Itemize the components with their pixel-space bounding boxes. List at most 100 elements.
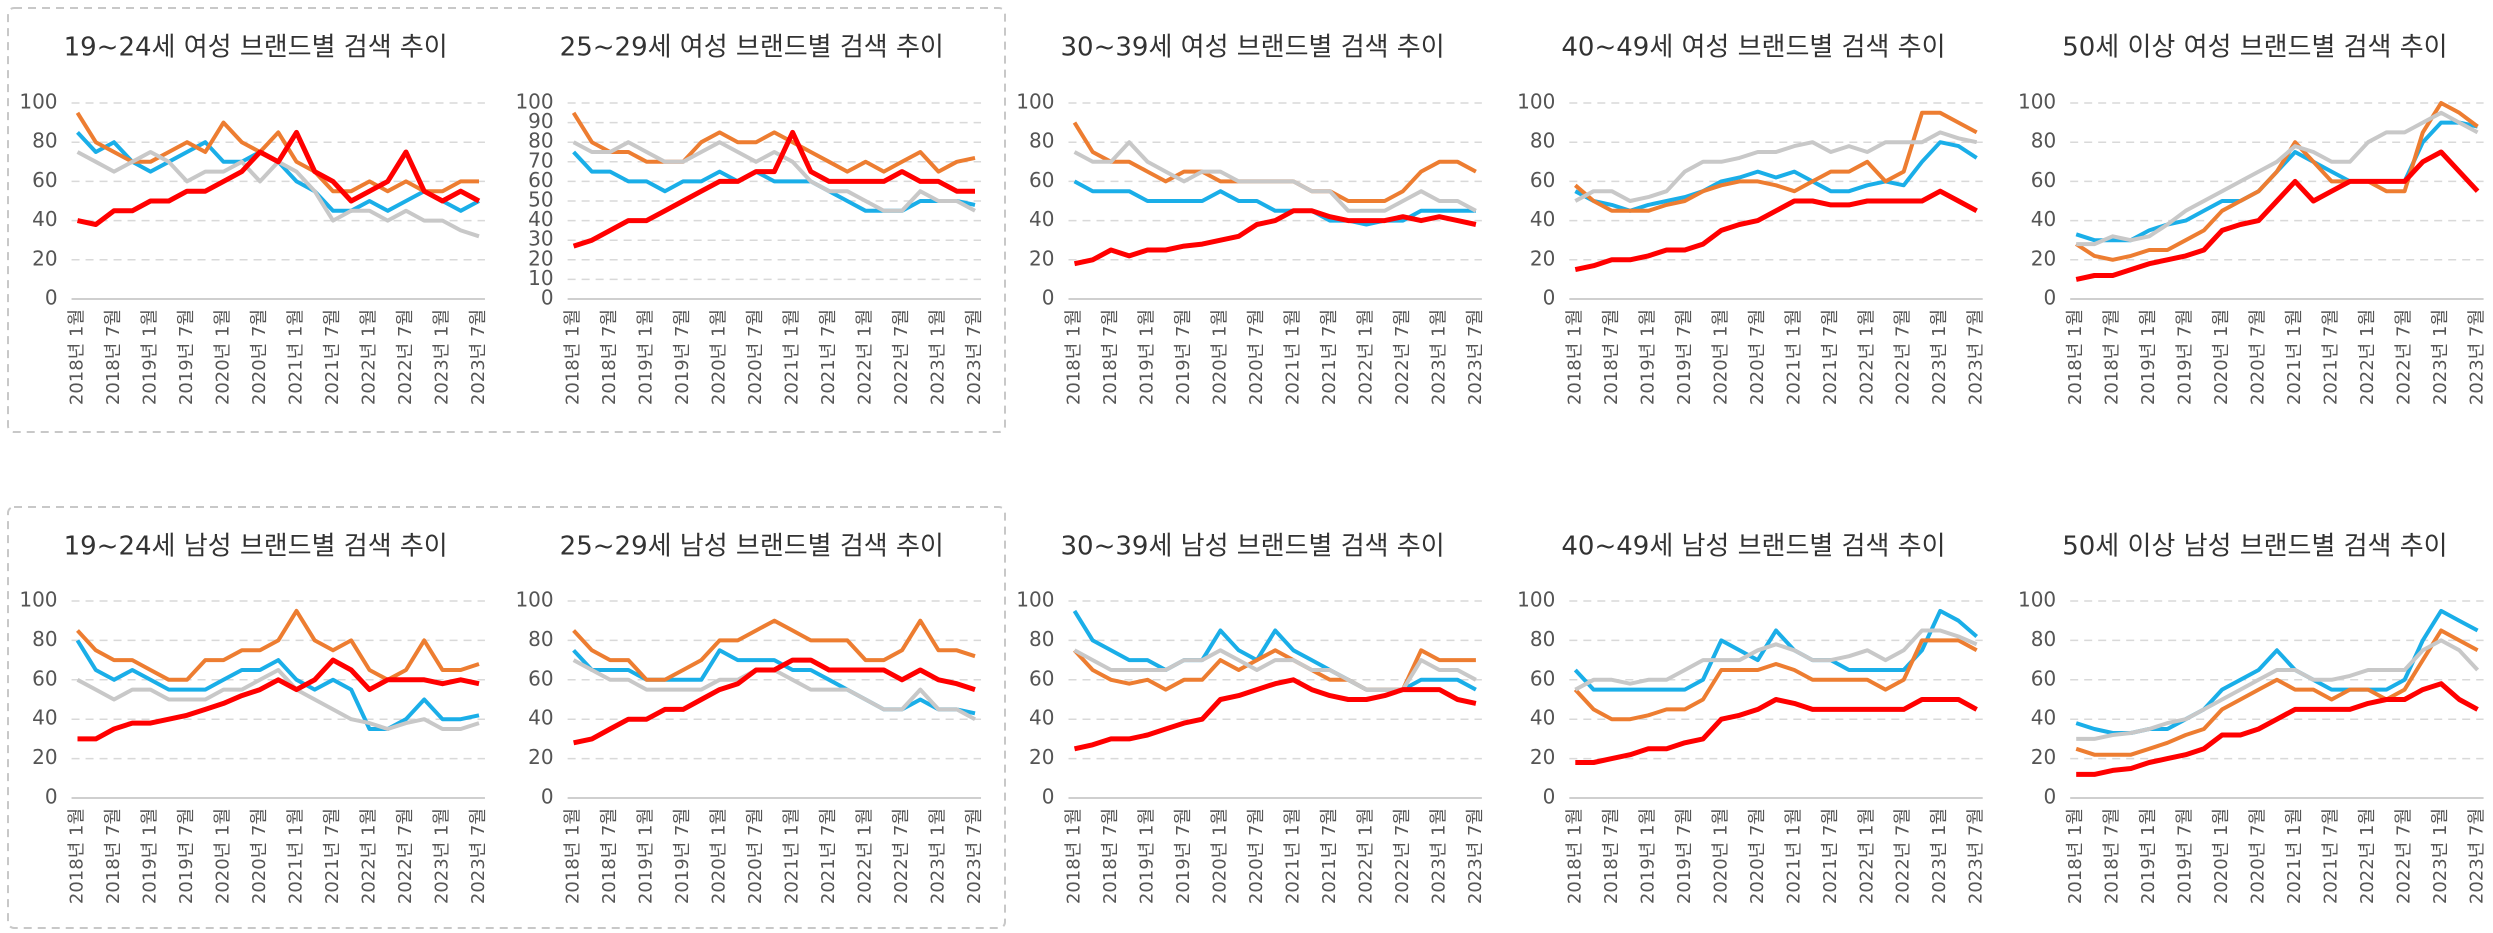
y-tick-label: 40 bbox=[32, 207, 57, 231]
x-tick-label: 2023년 7월 bbox=[468, 309, 489, 405]
x-tick-label: 2021년 7월 bbox=[1319, 309, 1340, 405]
x-tick-label: 2022년 7월 bbox=[395, 808, 416, 904]
data-line bbox=[2076, 681, 2479, 777]
x-tick-label: 2021년 1월 bbox=[1282, 808, 1303, 904]
y-tick-label: 20 bbox=[528, 745, 553, 769]
data-line bbox=[2075, 628, 2479, 757]
chart-title: 40~49세 여성 브랜드별 검색 추이 bbox=[1561, 33, 1945, 63]
y-tick-label: 30 bbox=[528, 227, 553, 251]
x-tick-label: 2020년 7월 bbox=[1747, 309, 1768, 405]
data-line bbox=[1073, 648, 1477, 692]
x-tick-label: 2018년 7월 bbox=[2102, 808, 2123, 904]
x-tick-label: 2018년 1월 bbox=[1564, 309, 1585, 405]
x-tick-label: 2023년 7월 bbox=[964, 808, 985, 904]
y-tick-label: 50 bbox=[528, 188, 553, 212]
x-tick-label: 2022년 1월 bbox=[358, 309, 379, 405]
y-tick-label: 80 bbox=[2031, 129, 2056, 153]
x-tick-label: 2022년 1월 bbox=[1355, 808, 1376, 904]
y-tick-label: 80 bbox=[1530, 129, 1555, 153]
y-tick-label: 60 bbox=[1530, 666, 1555, 690]
chart-title: 40~49세 남성 브랜드별 검색 추이 bbox=[1561, 532, 1945, 562]
x-tick-label: 2020년 1월 bbox=[2211, 808, 2232, 904]
y-tick-label: 0 bbox=[1543, 785, 1556, 809]
x-tick-label: 2023년 7월 bbox=[1966, 808, 1987, 904]
data-line bbox=[571, 111, 976, 174]
data-line bbox=[1072, 609, 1477, 692]
y-tick-label: 40 bbox=[32, 706, 57, 730]
x-tick-label: 2023년 7월 bbox=[1465, 309, 1486, 405]
x-tick-label: 2020년 1월 bbox=[213, 309, 234, 405]
x-tick-label: 2020년 7월 bbox=[2248, 309, 2269, 405]
y-tick-label: 20 bbox=[528, 246, 553, 270]
x-tick-label: 2018년 1월 bbox=[1564, 808, 1585, 904]
x-tick-label: 2022년 1월 bbox=[2357, 309, 2378, 405]
data-line bbox=[1574, 188, 1978, 273]
x-tick-label: 2019년 1월 bbox=[1136, 309, 1157, 405]
y-tick-label: 20 bbox=[32, 246, 57, 270]
x-tick-label: 2020년 1월 bbox=[1209, 309, 1230, 405]
x-tick-label: 2022년 1월 bbox=[855, 309, 876, 405]
x-tick-label: 2021년 1월 bbox=[1783, 808, 1804, 904]
y-tick-label: 40 bbox=[528, 207, 553, 231]
data-line bbox=[75, 639, 480, 731]
y-tick-label: 70 bbox=[528, 148, 553, 172]
data-line bbox=[1573, 110, 1978, 213]
x-tick-label: 2022년 7월 bbox=[891, 808, 912, 904]
group-box bbox=[7, 506, 1006, 929]
y-tick-label: 0 bbox=[1042, 286, 1055, 310]
x-tick-label: 2018년 7월 bbox=[1100, 808, 1121, 904]
x-tick-label: 2020년 7월 bbox=[1747, 808, 1768, 904]
x-tick-label: 2019년 1월 bbox=[636, 808, 657, 904]
x-tick-label: 2021년 7월 bbox=[1820, 309, 1841, 405]
x-tick-label: 2022년 7월 bbox=[1893, 309, 1914, 405]
y-tick-label: 100 bbox=[1517, 90, 1555, 114]
data-line bbox=[1073, 140, 1477, 213]
y-tick-label: 60 bbox=[1029, 666, 1054, 690]
y-tick-label: 0 bbox=[541, 785, 554, 809]
x-tick-label: 2020년 7월 bbox=[249, 309, 270, 405]
y-tick-label: 80 bbox=[1029, 129, 1054, 153]
x-tick-label: 2019년 7월 bbox=[176, 808, 197, 904]
data-line bbox=[572, 648, 976, 716]
x-tick-label: 2021년 7월 bbox=[2321, 808, 2342, 904]
y-tick-label: 100 bbox=[19, 588, 57, 612]
y-tick-label: 0 bbox=[2043, 785, 2056, 809]
y-tick-label: 20 bbox=[2031, 246, 2056, 270]
x-tick-label: 2021년 7월 bbox=[2321, 309, 2342, 405]
x-tick-label: 2018년 1월 bbox=[67, 808, 88, 904]
x-tick-label: 2019년 7월 bbox=[1173, 808, 1194, 904]
x-tick-label: 2020년 7월 bbox=[745, 309, 766, 405]
x-tick-label: 2022년 7월 bbox=[1893, 808, 1914, 904]
y-tick-label: 0 bbox=[1042, 785, 1055, 809]
data-line bbox=[77, 657, 480, 742]
x-tick-label: 2021년 7월 bbox=[322, 309, 343, 405]
chart-title: 19~24세 남성 브랜드별 검색 추이 bbox=[64, 532, 448, 562]
x-tick-label: 2023년 7월 bbox=[1966, 309, 1987, 405]
x-tick-label: 2021년 7월 bbox=[818, 808, 839, 904]
x-tick-label: 2023년 1월 bbox=[2430, 309, 2451, 405]
x-tick-label: 2019년 1월 bbox=[1136, 808, 1157, 904]
x-tick-label: 2022년 1월 bbox=[1355, 309, 1376, 405]
x-tick-label: 2021년 1월 bbox=[1282, 309, 1303, 405]
y-tick-label: 80 bbox=[32, 627, 57, 651]
x-tick-label: 2019년 1월 bbox=[2138, 309, 2159, 405]
chart-title: 50세 이상 남성 브랜드별 검색 추이 bbox=[2062, 532, 2447, 562]
data-line bbox=[75, 111, 479, 194]
x-tick-label: 2021년 1월 bbox=[285, 309, 306, 405]
x-tick-label: 2019년 1월 bbox=[1637, 309, 1658, 405]
y-tick-label: 60 bbox=[2031, 168, 2056, 192]
y-tick-label: 20 bbox=[1530, 745, 1555, 769]
x-tick-label: 2022년 7월 bbox=[2394, 808, 2415, 904]
x-tick-label: 2022년 1월 bbox=[855, 808, 876, 904]
x-tick-label: 2020년 1월 bbox=[213, 808, 234, 904]
y-tick-label: 40 bbox=[1029, 207, 1054, 231]
x-tick-label: 2022년 7월 bbox=[1392, 808, 1413, 904]
x-tick-label: 2021년 7월 bbox=[818, 309, 839, 405]
y-tick-label: 80 bbox=[528, 129, 553, 153]
y-tick-label: 20 bbox=[2031, 745, 2056, 769]
x-tick-label: 2021년 1월 bbox=[782, 309, 803, 405]
x-tick-label: 2018년 1월 bbox=[67, 309, 88, 405]
x-tick-label: 2018년 1월 bbox=[2065, 309, 2086, 405]
x-tick-label: 2023년 1월 bbox=[928, 808, 949, 904]
